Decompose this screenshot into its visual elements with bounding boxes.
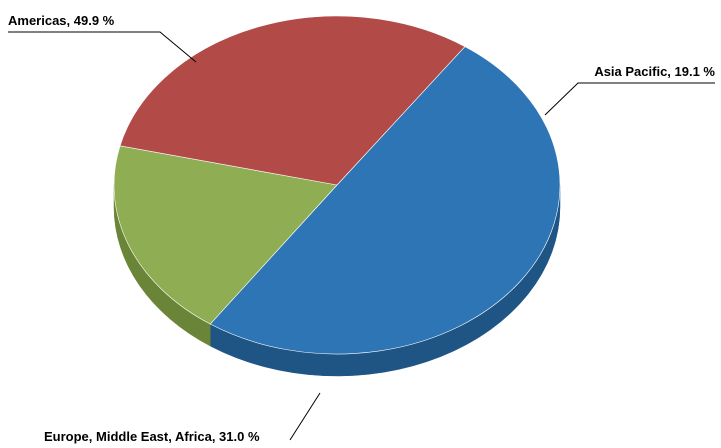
- leader-line-asia-pacific: [544, 82, 715, 116]
- leader-line-europe-middle-east-africa: [289, 392, 321, 441]
- pie-slices: [113, 15, 561, 355]
- leader-line-americas: [8, 31, 197, 63]
- pie-slice-americas: [209, 46, 561, 355]
- data-label-americas: Americas, 49.9 %: [8, 13, 115, 28]
- pie-slice-asia-pacific: [113, 145, 338, 325]
- pie-slice-europe-middle-east-africa: [119, 15, 466, 186]
- label-leader-lines: [8, 31, 715, 441]
- data-label-europe-middle-east-africa: Europe, Middle East, Africa, 31.0 %: [44, 429, 260, 444]
- data-labels: Americas, 49.9 % Asia Pacific, 19.1 % Euro…: [8, 13, 715, 444]
- data-label-asia-pacific: Asia Pacific, 19.1 %: [594, 64, 715, 79]
